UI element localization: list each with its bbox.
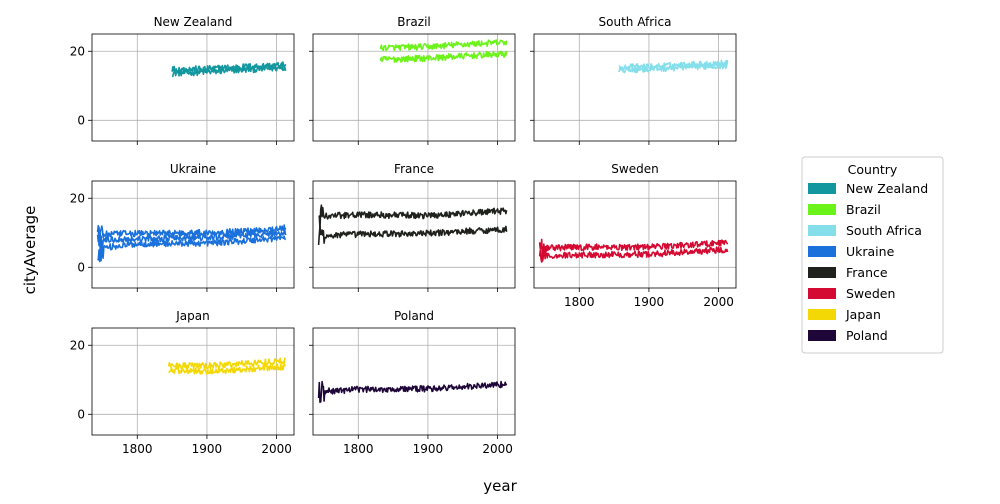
legend-entry: Sweden [846,286,895,301]
panel-title: South Africa [599,15,672,29]
series-line [167,357,286,370]
x-tick-label: 2000 [261,442,292,456]
legend-swatch [808,267,836,278]
panels: New Zealand 0 20 Brazil South Africa Ukraine 0… [70,15,737,456]
x-tick-label: 1800 [122,442,153,456]
legend-swatch [808,330,836,341]
x-tick-label: 2000 [482,442,513,456]
series-line [538,245,729,263]
panel-title: Sweden [611,162,658,176]
y-tick-label: 20 [70,191,85,205]
legend-entry: New Zealand [846,181,928,196]
panel-france: France [309,162,516,292]
series-line [317,225,508,246]
legend-swatch [808,204,836,215]
panel-title: Brazil [397,15,431,29]
legend-title: Country [848,162,898,177]
legend-swatch [808,225,836,236]
panel-frame [91,327,295,436]
legend-swatch [808,309,836,320]
panel-title: Ukraine [170,162,216,176]
x-tick-label: 1900 [192,442,223,456]
series-line [318,204,508,230]
legend-entry: Brazil [846,202,881,217]
legend-entry: France [846,265,888,280]
x-tick-label: 1900 [413,442,444,456]
x-tick-label: 2000 [703,295,734,309]
panel-frame [91,180,295,289]
x-tick-label: 1900 [634,295,665,309]
panel-sweden: Sweden 1800 1900 2000 [530,162,737,309]
legend-swatch [808,288,836,299]
panel-brazil: Brazil [309,15,516,145]
series-line [96,235,287,263]
series-line [618,59,729,71]
panel-new-zealand: New Zealand 0 20 [70,15,295,145]
series-line [171,61,287,74]
panel-title: New Zealand [154,15,233,29]
y-tick-label: 20 [70,338,85,352]
series-line [379,39,508,52]
panel-japan: Japan 0 20 1800 1900 2000 [70,309,295,456]
panel-title: Japan [175,309,209,323]
legend-entry: Ukraine [846,244,895,259]
series-line [538,238,729,262]
x-tick-label: 1800 [343,442,374,456]
panel-frame [533,180,737,289]
y-tick-label: 20 [70,44,85,58]
y-axis-label: cityAverage [21,206,39,295]
panel-poland: Poland 1800 1900 2000 [309,309,516,456]
series-line [317,380,508,403]
legend-entry: South Africa [846,223,922,238]
y-tick-label: 0 [77,260,85,274]
panel-frame [312,33,516,142]
series-line [96,226,287,251]
panel-south-africa: South Africa [530,15,737,145]
panel-frame [91,33,295,142]
y-tick-label: 0 [77,407,85,421]
panel-title: France [394,162,434,176]
series-line [379,50,508,63]
legend-frame [801,156,944,354]
panel-frame [533,33,737,142]
legend-entry: Japan [845,307,881,322]
legend: Country New Zealand Brazil South Africa Ukra… [801,156,944,354]
legend-entry: Poland [846,328,888,343]
panel-ukraine: Ukraine 0 20 [70,162,295,292]
panel-title: Poland [394,309,434,323]
panel-frame [312,327,516,436]
x-tick-label: 1800 [564,295,595,309]
legend-swatch [808,246,836,257]
y-tick-label: 0 [77,113,85,127]
series-line [96,224,287,247]
panel-frame [312,180,516,289]
legend-swatch [808,183,836,194]
x-axis-label: year [483,477,517,495]
